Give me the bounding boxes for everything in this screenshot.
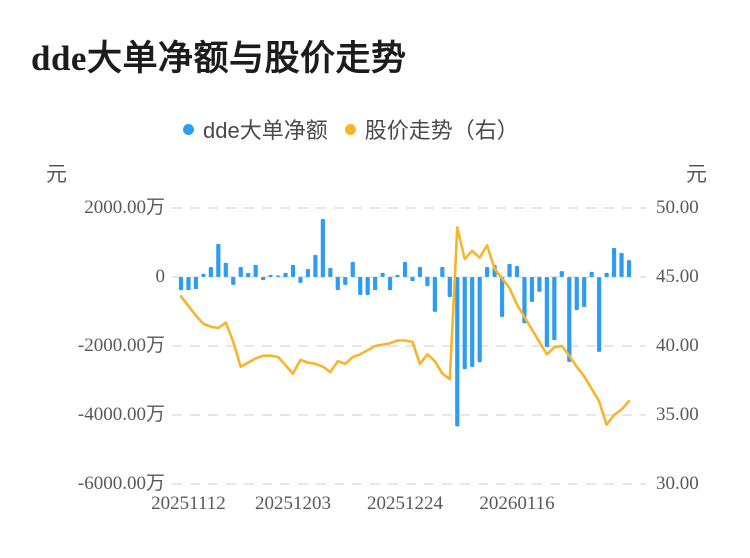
bar (223, 262, 228, 277)
bar (275, 275, 281, 277)
right-axis-tick: 35.00 (656, 404, 699, 425)
bar (350, 261, 355, 277)
bar (529, 277, 535, 302)
bar (231, 277, 236, 285)
bar (485, 266, 490, 277)
bar (358, 277, 363, 295)
bar (611, 248, 617, 277)
bar (216, 243, 221, 277)
left-axis-unit: 元 (46, 162, 67, 186)
bar (380, 272, 385, 277)
right-axis-tick: 30.00 (656, 473, 699, 494)
bar (522, 277, 527, 324)
bar (567, 277, 572, 362)
bar (410, 277, 415, 282)
bar (455, 277, 460, 427)
bar (425, 277, 430, 286)
bar (417, 266, 423, 277)
x-axis-tick: 20251112 (151, 493, 226, 514)
left-axis-tick: -2000.00万 (77, 335, 165, 356)
left-axis-tick: 2000.00万 (84, 197, 165, 218)
bar (499, 277, 505, 318)
bar (626, 260, 632, 277)
bar (477, 277, 482, 363)
legend-dot-blue-icon (183, 123, 194, 135)
bar (246, 272, 251, 277)
bar (582, 277, 587, 308)
bar (268, 274, 273, 277)
x-axis-tick: 20260116 (479, 493, 555, 514)
bar (373, 277, 378, 291)
bar (320, 219, 325, 277)
bar (559, 271, 564, 277)
chart-title: dde大单净额与股价走势 (31, 39, 407, 78)
legend-item-price-trend[interactable]: 股价走势（右） (344, 113, 519, 145)
bar (305, 269, 311, 277)
bar (440, 266, 445, 277)
bar (178, 277, 184, 291)
bar (208, 266, 213, 277)
left-axis-tick: -4000.00万 (77, 404, 165, 425)
bar (470, 277, 475, 368)
left-axis-tick: -6000.00万 (77, 473, 165, 494)
bar (544, 277, 549, 348)
bar (447, 277, 452, 298)
bar (313, 254, 318, 277)
bar (253, 264, 258, 277)
right-axis-unit: 元 (686, 162, 707, 186)
bar (552, 277, 557, 341)
bar (402, 261, 408, 277)
bar (193, 277, 199, 290)
bar (186, 277, 191, 291)
bar (574, 277, 579, 311)
right-axis-tick: 40.00 (656, 335, 699, 356)
bar (514, 265, 520, 277)
bar (507, 263, 512, 277)
bar (537, 277, 542, 292)
bar (283, 272, 288, 277)
bar (343, 277, 348, 285)
legend-dot-yellow-icon (344, 123, 356, 135)
bar (290, 264, 296, 277)
bar (201, 273, 206, 277)
price-line (179, 226, 631, 427)
bar (328, 268, 333, 277)
bar (365, 277, 370, 295)
left-axis-tick: 0 (155, 266, 166, 287)
legend-label-dde-net: dde大单净额 (203, 118, 328, 143)
bar (432, 277, 437, 312)
legend-item-dde-net[interactable]: dde大单净额 (183, 113, 328, 145)
right-axis-tick: 50.00 (656, 197, 699, 218)
bar (387, 277, 393, 291)
bar (261, 277, 266, 281)
bar (335, 277, 340, 291)
bar (238, 266, 243, 277)
bar (395, 274, 400, 277)
x-axis-tick: 20251203 (255, 493, 331, 514)
legend: dde大单净额 股价走势（右） (183, 113, 519, 145)
bar (597, 277, 602, 352)
x-axis-tick: 20251224 (367, 493, 443, 514)
right-axis-tick: 45.00 (656, 266, 699, 287)
bar (604, 272, 609, 277)
bar (462, 277, 467, 370)
legend-label-price-trend: 股价走势（右） (364, 118, 519, 143)
bar (589, 271, 594, 277)
bar (298, 277, 303, 283)
bar (619, 252, 624, 277)
